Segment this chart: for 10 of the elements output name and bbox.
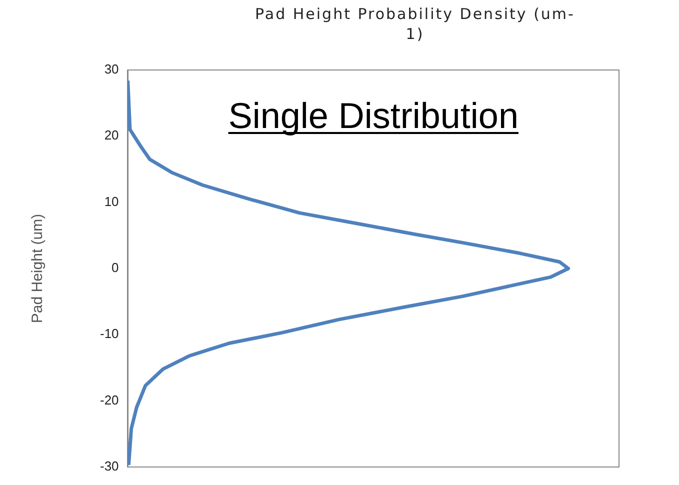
- chart-title: Pad Height Probability Density (um-1): [254, 4, 576, 44]
- y-tick-label: 20: [104, 128, 119, 143]
- y-tick-label: 10: [104, 194, 119, 209]
- y-tick-label: -20: [100, 392, 119, 408]
- y-tick-label: 0: [112, 260, 119, 276]
- y-tick-label: -30: [100, 458, 119, 474]
- annotation: Single Distribution: [228, 95, 518, 136]
- y-tick-label: 30: [104, 62, 119, 77]
- y-tick-label: -10: [100, 326, 119, 342]
- y-axis-title: Pad Height (um): [29, 214, 46, 324]
